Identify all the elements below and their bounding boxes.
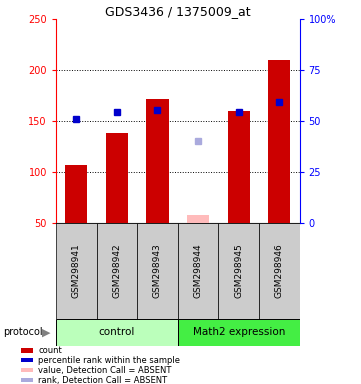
Bar bbox=[21, 378, 33, 382]
Bar bbox=[137, 223, 178, 319]
Bar bbox=[178, 223, 218, 319]
Bar bbox=[21, 358, 33, 362]
Text: GSM298944: GSM298944 bbox=[193, 243, 203, 298]
Bar bbox=[97, 223, 137, 319]
Title: GDS3436 / 1375009_at: GDS3436 / 1375009_at bbox=[105, 5, 251, 18]
Text: control: control bbox=[99, 327, 135, 337]
Bar bbox=[146, 99, 169, 223]
Text: GSM298943: GSM298943 bbox=[153, 243, 162, 298]
Text: value, Detection Call = ABSENT: value, Detection Call = ABSENT bbox=[38, 366, 171, 375]
Text: protocol: protocol bbox=[4, 327, 43, 337]
Text: rank, Detection Call = ABSENT: rank, Detection Call = ABSENT bbox=[38, 376, 167, 384]
Bar bbox=[218, 223, 259, 319]
Bar bbox=[178, 319, 300, 346]
Bar bbox=[65, 165, 87, 223]
Bar bbox=[227, 111, 250, 223]
Bar bbox=[21, 368, 33, 372]
Bar bbox=[106, 133, 128, 223]
Bar bbox=[259, 223, 300, 319]
Bar bbox=[187, 215, 209, 223]
Text: ▶: ▶ bbox=[42, 327, 50, 337]
Text: percentile rank within the sample: percentile rank within the sample bbox=[38, 356, 180, 365]
Bar bbox=[21, 348, 33, 353]
Text: GSM298946: GSM298946 bbox=[275, 243, 284, 298]
Text: Math2 expression: Math2 expression bbox=[192, 327, 285, 337]
Bar bbox=[56, 319, 178, 346]
Text: GSM298941: GSM298941 bbox=[72, 243, 81, 298]
Bar bbox=[268, 60, 291, 223]
Text: GSM298945: GSM298945 bbox=[234, 243, 243, 298]
Text: count: count bbox=[38, 346, 62, 355]
Text: GSM298942: GSM298942 bbox=[112, 243, 121, 298]
Bar bbox=[56, 223, 97, 319]
